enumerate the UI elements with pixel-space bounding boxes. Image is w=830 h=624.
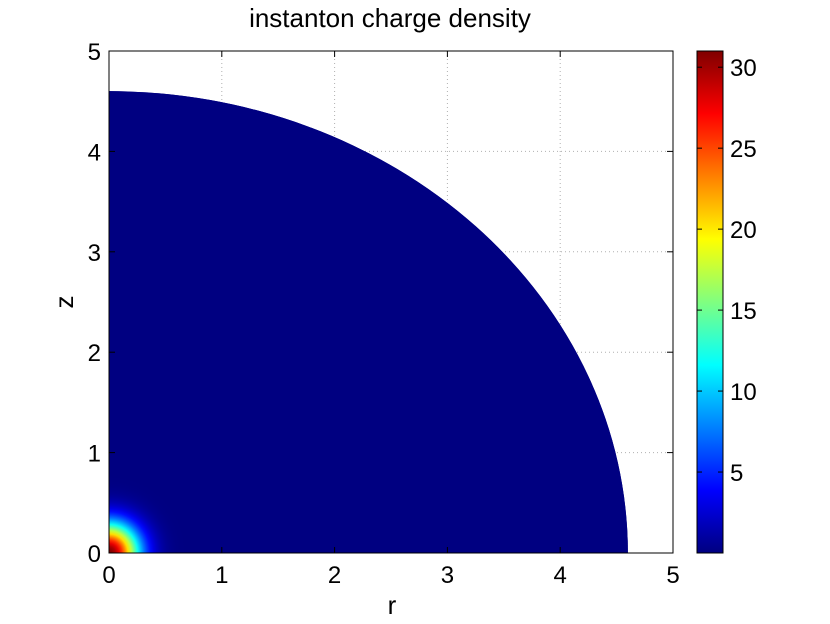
colorbar-tick-label-2: 15 bbox=[730, 298, 757, 325]
x-tick-label-5: 5 bbox=[666, 562, 679, 589]
x-tick-label-2: 2 bbox=[328, 562, 341, 589]
colorbar bbox=[696, 50, 724, 554]
x-tick-label-1: 1 bbox=[215, 562, 228, 589]
y-tick-label-3: 3 bbox=[88, 240, 101, 267]
x-tick-label-0: 0 bbox=[102, 562, 115, 589]
colorbar-tick-label-5: 30 bbox=[730, 55, 757, 82]
axes-frame bbox=[108, 50, 674, 554]
colorbar-tick-label-4: 25 bbox=[730, 136, 757, 163]
y-tick-label-5: 5 bbox=[88, 39, 101, 66]
colorbar-tick-label-0: 5 bbox=[730, 460, 743, 487]
x-tick-label-3: 3 bbox=[441, 562, 454, 589]
y-tick-label-0: 0 bbox=[88, 541, 101, 568]
x-axis-label: r bbox=[388, 590, 397, 620]
colorbar-tick-label-3: 20 bbox=[730, 217, 757, 244]
y-tick-label-2: 2 bbox=[88, 340, 101, 367]
axis-ticks: 0 1 2 3 4 5 0 1 2 3 4 5 bbox=[88, 39, 680, 589]
y-tick-label-4: 4 bbox=[88, 139, 101, 166]
x-tick-label-4: 4 bbox=[554, 562, 567, 589]
chart-title: instanton charge density bbox=[249, 3, 531, 33]
colorbar-tick-label-1: 10 bbox=[730, 379, 757, 406]
colorbar-ticks: 5 10 15 20 25 30 bbox=[697, 55, 757, 487]
y-tick-label-1: 1 bbox=[88, 441, 101, 468]
y-axis-label: z bbox=[49, 296, 79, 309]
density-peak bbox=[109, 91, 628, 553]
plot-area bbox=[109, 91, 628, 553]
